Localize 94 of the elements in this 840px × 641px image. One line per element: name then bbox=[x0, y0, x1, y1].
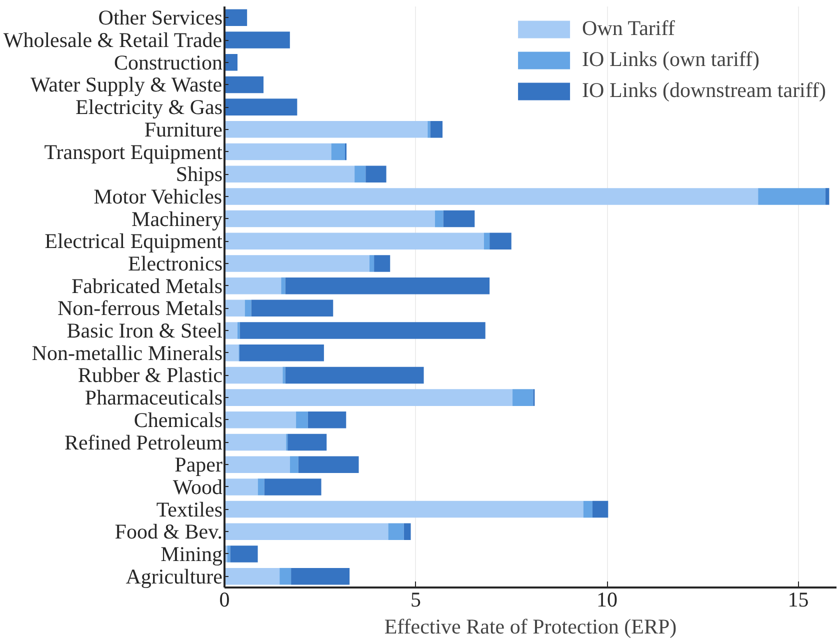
bar bbox=[224, 434, 286, 451]
bar bbox=[308, 412, 346, 428]
y-tick-label: Basic Iron & Steel bbox=[66, 318, 223, 343]
bar bbox=[251, 300, 334, 317]
bar bbox=[512, 389, 534, 406]
bar bbox=[224, 366, 283, 384]
bar bbox=[224, 98, 298, 116]
bar bbox=[490, 232, 512, 250]
legend-label: IO Links (downstream tariff) bbox=[582, 78, 826, 103]
y-tick-label: Furniture bbox=[144, 117, 222, 142]
bar bbox=[280, 568, 292, 585]
bar bbox=[430, 121, 443, 138]
bar bbox=[354, 166, 366, 182]
y-tick-label: Ships bbox=[176, 162, 222, 186]
bar bbox=[404, 523, 411, 540]
bar bbox=[443, 210, 475, 228]
bar bbox=[285, 277, 490, 294]
y-tick-label: Transport Equipment bbox=[44, 140, 223, 164]
legend-label: IO Links (own tariff) bbox=[582, 47, 760, 72]
bar bbox=[224, 255, 370, 272]
bar bbox=[224, 478, 258, 496]
bar bbox=[239, 344, 324, 362]
bar bbox=[244, 300, 252, 317]
bar bbox=[224, 300, 245, 317]
bar bbox=[296, 412, 308, 428]
y-tick-label: Construction bbox=[114, 50, 223, 74]
bar bbox=[374, 255, 390, 272]
bar bbox=[288, 434, 327, 451]
x-tick-label: 10 bbox=[596, 588, 618, 612]
bar bbox=[224, 322, 238, 339]
y-tick-label: Pharmaceuticals bbox=[84, 386, 222, 410]
y-tick-label: Wholesale & Retail Trade bbox=[3, 28, 222, 52]
bar bbox=[224, 412, 296, 428]
bar bbox=[224, 121, 428, 138]
y-tick-label: Chemicals bbox=[134, 408, 223, 432]
y-tick-label: Non-ferrous Metals bbox=[57, 296, 223, 320]
y-tick-label: Electronics bbox=[128, 251, 223, 276]
y-tick-label: Non-metallic Minerals bbox=[32, 340, 223, 365]
bar bbox=[224, 9, 248, 26]
y-tick-label: Rubber & Plastic bbox=[78, 363, 223, 388]
y-tick-label: Water Supply & Waste bbox=[30, 72, 222, 97]
y-tick-label: Wood bbox=[172, 474, 223, 499]
bar bbox=[224, 143, 332, 160]
bar bbox=[290, 456, 298, 473]
bar bbox=[291, 568, 350, 585]
bar bbox=[224, 210, 435, 228]
bar bbox=[224, 523, 388, 540]
y-tick-label: Textiles bbox=[156, 497, 223, 522]
bar bbox=[240, 322, 486, 339]
bar bbox=[224, 500, 584, 518]
bar bbox=[484, 232, 490, 250]
bar bbox=[285, 366, 424, 384]
bar bbox=[224, 166, 355, 182]
y-tick-label: Motor Vehicles bbox=[94, 184, 222, 208]
y-tick-label: Machinery bbox=[132, 206, 223, 231]
y-tick-label: Paper bbox=[174, 452, 223, 477]
bar bbox=[224, 456, 290, 473]
bar bbox=[331, 143, 345, 160]
bar bbox=[224, 389, 513, 406]
bar bbox=[230, 546, 258, 562]
bar bbox=[258, 478, 264, 496]
y-tick-label: Agriculture bbox=[126, 564, 222, 588]
bar bbox=[224, 277, 282, 294]
bar bbox=[298, 456, 359, 473]
bar bbox=[428, 121, 430, 138]
y-tick-label: Fabricated Metals bbox=[71, 274, 222, 298]
x-tick-label: 0 bbox=[219, 588, 230, 612]
bar bbox=[224, 76, 264, 94]
bar bbox=[583, 500, 592, 518]
y-tick-label: Electricity & Gas bbox=[76, 95, 223, 120]
bar bbox=[592, 500, 608, 518]
bar bbox=[224, 32, 290, 48]
bar bbox=[281, 277, 286, 294]
x-tick-label: 5 bbox=[410, 588, 421, 612]
bar bbox=[282, 366, 286, 384]
bar bbox=[758, 188, 826, 205]
bar bbox=[825, 188, 830, 205]
legend-label: Own Tariff bbox=[582, 16, 675, 41]
x-axis-title: Effective Rate of Protection (ERP) bbox=[384, 614, 677, 638]
x-tick-label: 15 bbox=[788, 588, 809, 612]
y-tick-label: Refined Petroleum bbox=[64, 430, 223, 454]
bar bbox=[224, 188, 758, 205]
bar bbox=[366, 166, 386, 182]
bar bbox=[369, 255, 374, 272]
y-tick-label: Electrical Equipment bbox=[44, 229, 223, 254]
bar bbox=[224, 232, 484, 250]
bar bbox=[264, 478, 322, 496]
y-tick-label: Other Services bbox=[98, 6, 223, 30]
bar bbox=[388, 523, 404, 540]
y-tick-label: Mining bbox=[160, 542, 223, 566]
bar bbox=[434, 210, 444, 228]
y-tick-label: Food & Bev. bbox=[114, 520, 223, 544]
bar bbox=[224, 568, 280, 585]
bar bbox=[227, 546, 230, 562]
